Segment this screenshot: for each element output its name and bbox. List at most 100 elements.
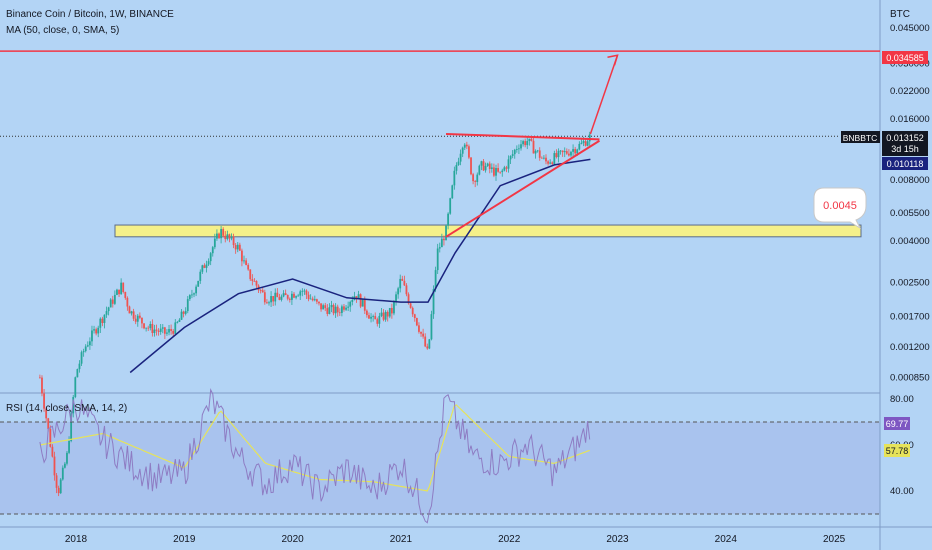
candle-body	[357, 294, 360, 299]
candle-body	[307, 294, 310, 299]
candle-body	[440, 238, 443, 248]
candle-body	[328, 307, 331, 314]
candle-body	[388, 307, 391, 317]
candle-body	[553, 153, 556, 164]
rsi-indicator-label[interactable]: RSI (14, close, SMA, 14, 2)	[6, 403, 127, 414]
candle-body	[272, 296, 275, 302]
candle-body	[530, 138, 533, 141]
candle-body	[105, 311, 108, 315]
price-tick-label: 0.004000	[890, 236, 930, 247]
ma-indicator-label[interactable]: MA (50, close, 0, SMA, 5)	[6, 25, 119, 36]
candle-body	[543, 157, 545, 159]
candle-body	[426, 346, 429, 349]
candle-body	[403, 280, 406, 286]
candle-body	[455, 164, 458, 171]
candle-body	[251, 279, 254, 281]
candle-body	[128, 306, 131, 314]
year-tick-label: 2020	[281, 534, 304, 545]
candle-body	[522, 141, 524, 145]
year-tick-label: 2022	[498, 534, 521, 545]
candle-body	[163, 327, 166, 334]
annotation-text: 0.0045	[823, 200, 857, 212]
candle-body	[255, 281, 258, 286]
candle-body	[295, 296, 297, 298]
candle-body	[247, 264, 250, 270]
candle-body	[484, 165, 487, 171]
candle-body	[407, 294, 410, 304]
candle-body	[507, 159, 510, 169]
candle-body	[303, 290, 306, 292]
candle-body	[166, 332, 168, 334]
price-tick-label: 0.005500	[890, 208, 930, 219]
candle-body	[234, 245, 237, 250]
candle-body	[351, 299, 354, 302]
candle-body	[57, 487, 60, 494]
candle-body	[74, 377, 77, 397]
candle-body	[78, 363, 81, 370]
candle-body	[145, 327, 148, 329]
support-zone[interactable]	[114, 224, 862, 238]
candle-body	[126, 297, 129, 307]
candle-body	[497, 168, 499, 172]
candle-body	[326, 308, 329, 314]
candles	[39, 131, 591, 497]
candle-body	[334, 306, 337, 314]
candle-body	[274, 292, 277, 302]
candle-body	[153, 329, 156, 333]
rsi-tick-label: 40.00	[890, 486, 914, 497]
candle-body	[82, 351, 85, 353]
candle-body	[263, 292, 266, 303]
candle-body	[482, 161, 485, 171]
candle-body	[186, 299, 189, 312]
candle-body	[191, 294, 193, 296]
candle-body	[540, 157, 543, 159]
candle-body	[382, 312, 385, 320]
candle-body	[107, 307, 110, 312]
candle-body	[345, 307, 347, 310]
candle-body	[124, 291, 127, 298]
rsi-line	[39, 388, 591, 524]
candle-body	[293, 293, 295, 298]
candle-body	[207, 261, 210, 265]
candle-body	[370, 316, 372, 319]
candle-body	[168, 329, 170, 333]
rsi-band	[0, 422, 880, 514]
trend-drawings[interactable]	[445, 54, 619, 238]
candle-body	[224, 235, 227, 240]
candle-body	[559, 150, 562, 152]
year-tick-label: 2025	[823, 534, 846, 545]
year-tick-label: 2021	[390, 534, 413, 545]
candle-body	[134, 318, 137, 322]
candle-body	[268, 302, 270, 304]
candle-body	[249, 269, 252, 280]
candle-body	[299, 291, 302, 296]
candle-body	[463, 144, 466, 148]
candle-body	[461, 147, 464, 154]
candle-body	[340, 306, 343, 313]
candle-body	[199, 271, 202, 281]
candle-body	[222, 229, 225, 236]
candle-body	[574, 149, 577, 154]
candle-body	[488, 163, 491, 169]
candle-body	[55, 475, 58, 488]
candle-body	[338, 312, 341, 314]
ma-50-line	[129, 158, 591, 374]
candle-body	[393, 301, 395, 314]
candle-body	[141, 317, 143, 324]
candle-body	[509, 155, 512, 160]
annotation-callout[interactable]: 0.0045	[813, 187, 867, 230]
price-tick-label: 0.008000	[890, 175, 930, 186]
candle-body	[280, 296, 283, 300]
time-axis[interactable]: 2018 2019 2020 2021 2022 2023 2024 2025	[65, 534, 846, 545]
price-axis[interactable]: 0.045000 0.030000 0.022000 0.016000 0.008000…	[890, 23, 930, 384]
countdown-badge-text: 3d 15h	[891, 144, 919, 154]
candle-body	[120, 282, 123, 295]
candle-body	[136, 315, 139, 322]
candle-body	[211, 247, 214, 254]
candle-body	[278, 297, 281, 300]
candle-body	[501, 170, 504, 173]
rsi-tick-label: 80.00	[890, 394, 914, 405]
candle-body	[241, 250, 243, 262]
candle-body	[395, 294, 397, 302]
